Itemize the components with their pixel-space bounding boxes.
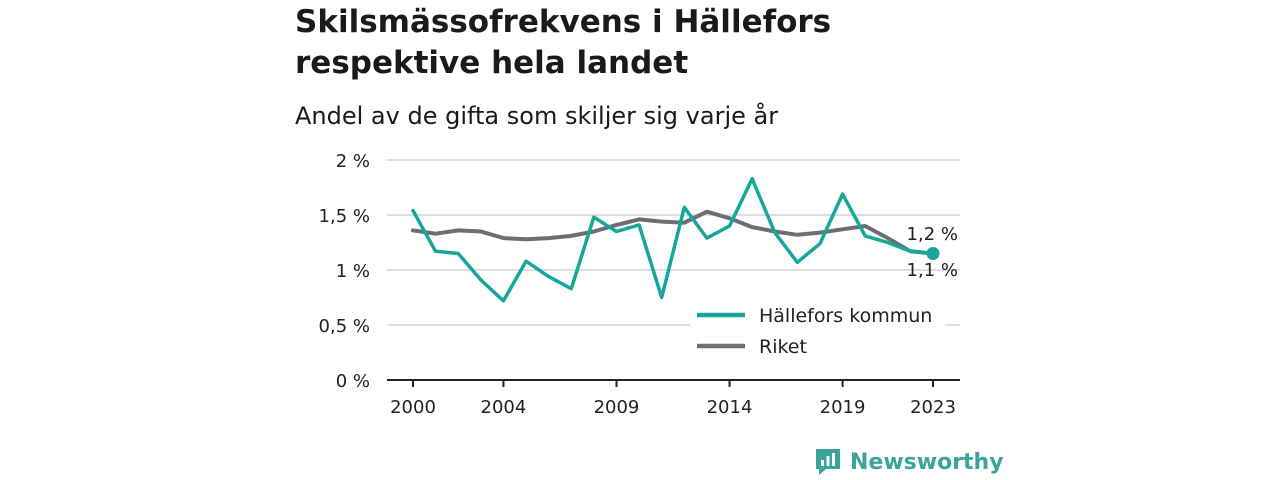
y-tick-label: 0 %	[336, 371, 370, 392]
x-tick-label: 2014	[707, 397, 753, 418]
x-tick-label: 2019	[820, 397, 866, 418]
x-tick-label: 2023	[910, 397, 956, 418]
end-label-hallefors: 1,2 %	[907, 224, 958, 245]
series-line-hallefors	[411, 176, 935, 303]
series-line-riket	[411, 209, 935, 256]
x-tick-label: 2009	[594, 397, 640, 418]
newsworthy-logo-icon	[816, 449, 840, 475]
y-tick-label: 0,5 %	[319, 316, 370, 337]
y-tick-label: 2 %	[336, 151, 370, 172]
end-label-riket: 1,1 %	[907, 260, 958, 281]
brand-name: Newsworthy	[850, 449, 1004, 475]
legend-label-hallefors: Hällefors kommun	[759, 305, 932, 327]
y-tick-label: 1,5 %	[319, 206, 370, 227]
chart-subtitle: Andel av de gifta som skiljer sig varje …	[295, 102, 779, 130]
newsworthy-logo: Newsworthy	[814, 446, 1004, 478]
y-tick-label: 1 %	[336, 261, 370, 282]
x-tick-label: 2000	[390, 397, 436, 418]
end-point-hallefors	[926, 247, 940, 260]
x-tick-label: 2004	[481, 397, 527, 418]
legend-label-riket: Riket	[759, 336, 807, 358]
chart-title: Skilsmässofrekvens i Hällefors respektiv…	[295, 4, 832, 81]
legend-box	[690, 298, 945, 368]
